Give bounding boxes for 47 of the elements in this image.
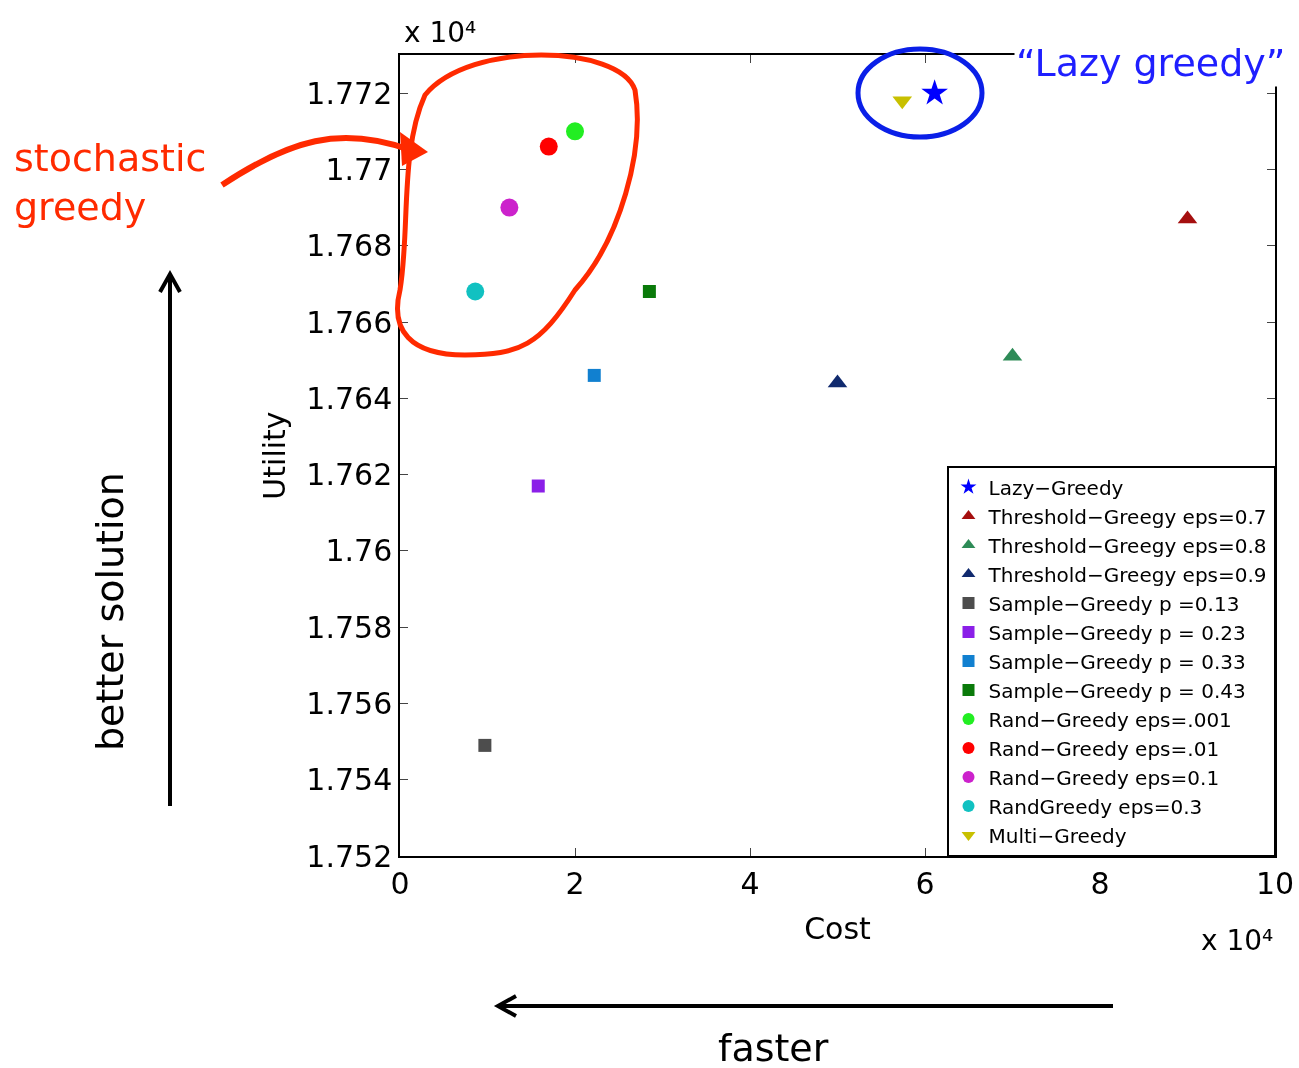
x-tick-label: 8	[1090, 865, 1110, 901]
text: x 10⁴	[404, 16, 477, 49]
y-tick-label: 1.768	[306, 228, 393, 264]
y-tick-label: 1.76	[325, 533, 393, 569]
legend-label: Multi−Greedy	[988, 823, 1127, 848]
legend-label: Threshold−Greegy eps=0.7	[987, 504, 1267, 529]
y-tick-label: 1.754	[306, 762, 393, 798]
x-tick-label: 0	[390, 865, 410, 901]
point	[587, 368, 601, 382]
point	[539, 137, 558, 156]
y-tick-label: 1.752	[306, 838, 393, 874]
legend-label: Sample−Greedy p = 0.23	[988, 620, 1246, 645]
legend-label: Rand−Greedy eps=0.1	[988, 765, 1220, 790]
legend-label: Threshold−Greegy eps=0.8	[987, 533, 1267, 558]
legend-label: Sample−Greedy p = 0.33	[988, 649, 1246, 674]
legend-label: Rand−Greedy eps=.001	[988, 707, 1232, 732]
y-tick-label: 1.766	[306, 304, 393, 340]
y-axis-title: Utility	[256, 411, 292, 500]
y-tick-label: 1.764	[306, 380, 393, 416]
legend-label: RandGreedy eps=0.3	[988, 794, 1203, 819]
text: better solution	[88, 472, 132, 751]
x-tick-label: 6	[915, 865, 935, 901]
legend-label: Rand−Greedy eps=.01	[988, 736, 1220, 761]
legend-label: Threshold−Greegy eps=0.9	[987, 562, 1267, 587]
annotation: “Lazy greedy”	[1016, 41, 1286, 85]
text: faster	[718, 1026, 829, 1068]
point	[642, 284, 656, 298]
legend-label: Sample−Greedy p = 0.43	[988, 678, 1246, 703]
x-tick-label: 4	[740, 865, 760, 901]
y-tick-label: 1.756	[306, 685, 393, 721]
x-tick-label: 10	[1255, 865, 1295, 901]
y-tick-label: 1.77	[325, 151, 393, 187]
legend-label: Lazy−Greedy	[988, 475, 1124, 500]
y-tick-label: 1.762	[306, 457, 393, 493]
x-axis-title: Cost	[804, 910, 872, 946]
legend-label: Sample−Greedy p =0.13	[988, 591, 1240, 616]
point	[566, 122, 584, 141]
x-tick-label: 2	[565, 865, 585, 901]
point	[531, 479, 545, 493]
point	[478, 738, 492, 752]
y-tick-label: 1.772	[306, 75, 393, 111]
text: stochastic greedy	[14, 136, 207, 230]
point	[500, 198, 519, 217]
point	[921, 79, 948, 105]
y-tick-label: 1.758	[306, 609, 393, 645]
point	[466, 282, 485, 301]
text: x 10⁴	[1201, 924, 1274, 957]
